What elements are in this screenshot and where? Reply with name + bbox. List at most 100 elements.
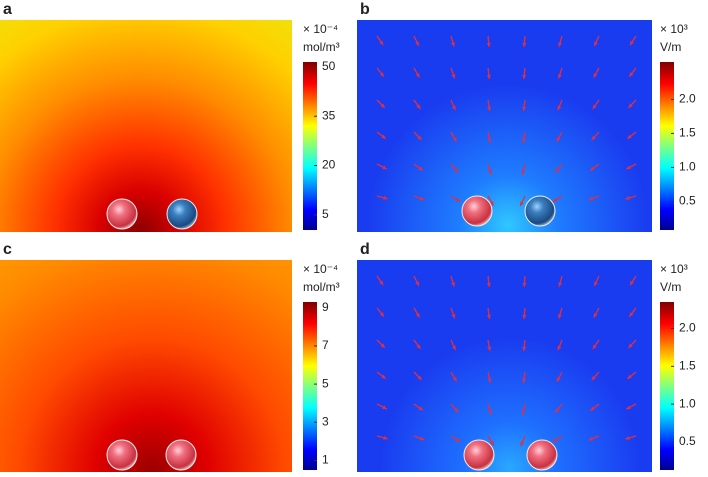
arrow-head — [521, 138, 526, 143]
arrow-head — [625, 436, 630, 440]
arrow-head — [452, 137, 457, 142]
arrow-head — [415, 73, 420, 78]
arrow-head — [522, 42, 527, 47]
arrow-head — [452, 377, 457, 382]
arrow-head — [629, 72, 634, 77]
arrow-head — [454, 407, 459, 413]
arrow-head — [520, 201, 524, 206]
arrow-head — [555, 408, 560, 413]
arrow-head — [591, 135, 596, 141]
arrow-head — [628, 103, 633, 108]
field-map — [357, 260, 652, 472]
colorbar-unit: V/m — [660, 40, 681, 54]
arrow-head — [522, 106, 527, 111]
colorbar-scale: × 10³ — [660, 262, 688, 276]
arrow-head — [415, 281, 419, 286]
particle — [461, 195, 493, 227]
colorbar-tick-label: 1.5 — [679, 126, 696, 140]
colorbar-scale: × 10³ — [660, 22, 688, 36]
arrow-head — [556, 377, 561, 382]
arrow-head — [628, 343, 633, 348]
arrow-head — [451, 282, 455, 287]
colorbar-tick-label: 1.0 — [679, 160, 696, 174]
colorbar — [303, 62, 317, 230]
arrow-head — [556, 137, 561, 142]
arrow-head — [419, 196, 425, 201]
arrow-head — [379, 72, 384, 77]
arrow-head — [521, 410, 526, 415]
panel-label: d — [360, 241, 370, 258]
particle — [106, 198, 138, 230]
arrow-head — [380, 343, 385, 348]
arrow-head — [453, 168, 459, 173]
arrow-head — [382, 405, 387, 410]
arrow-head — [594, 41, 598, 46]
colorbar — [660, 302, 674, 470]
arrow-head — [487, 346, 492, 351]
arrow-head — [625, 195, 630, 200]
colorbar-tick-label: 5 — [322, 376, 329, 390]
colorbar-tick-label: 1 — [322, 453, 329, 467]
arrow-head — [557, 345, 562, 351]
colorbar-tick-label: 0.5 — [679, 194, 696, 208]
arrow-head — [487, 106, 492, 111]
particle — [166, 198, 198, 230]
arrow-head — [418, 406, 423, 411]
arrow-head — [626, 405, 631, 410]
arrow-head — [558, 42, 563, 47]
arrow-head — [590, 166, 595, 171]
field-map — [0, 260, 292, 472]
arrow-head — [417, 375, 422, 380]
colorbar-tick-label: 1.5 — [679, 358, 696, 372]
arrow-head — [455, 437, 461, 442]
arrow-head — [455, 198, 461, 202]
colorbar-scale: × 10⁻⁴ — [303, 262, 338, 276]
colorbar-tick-label: 1.0 — [679, 396, 696, 410]
arrow-head — [380, 103, 385, 108]
colorbar-tick-label: 50 — [322, 59, 336, 73]
arrow-head — [451, 313, 456, 319]
panel-label: b — [360, 1, 370, 18]
arrow-head — [415, 41, 419, 46]
arrow-head — [588, 436, 594, 441]
colorbar-tick-label: 3 — [322, 414, 329, 428]
arrow-head — [379, 280, 384, 286]
arrow-head — [488, 170, 492, 175]
arrow-head — [488, 410, 493, 415]
arrow-head — [487, 138, 492, 143]
arrow-head — [521, 378, 526, 383]
arrow-head — [593, 313, 598, 318]
arrow-head — [557, 314, 562, 319]
arrow-head — [522, 346, 527, 351]
arrow-head — [520, 441, 525, 447]
arrow-head — [486, 314, 491, 319]
arrow-head — [555, 168, 560, 173]
colorbar-scale: × 10⁻⁴ — [303, 22, 338, 36]
particle — [106, 439, 138, 471]
colorbar-unit: V/m — [660, 280, 681, 294]
arrow-head — [592, 104, 597, 110]
colorbar-tick-label: 2.0 — [679, 92, 696, 106]
arrow-head — [591, 375, 596, 381]
field-map — [357, 20, 652, 232]
arrow-head — [383, 195, 388, 200]
colorbar-unit: mol/m³ — [303, 40, 340, 54]
particle — [526, 439, 558, 471]
arrow-head — [521, 170, 526, 175]
arrow-head — [552, 438, 558, 443]
arrow-head — [415, 313, 420, 318]
arrow-head — [558, 282, 563, 287]
arrow-head — [590, 406, 595, 411]
field-map — [0, 20, 292, 232]
arrow-head — [557, 105, 562, 111]
arrow-head — [588, 196, 594, 201]
colorbar-tick-label: 20 — [322, 158, 336, 172]
arrow-head — [382, 165, 387, 170]
arrow-head — [594, 281, 598, 287]
particle — [524, 195, 556, 227]
panel-label: a — [3, 1, 12, 18]
arrow-head — [418, 166, 423, 171]
colorbar — [303, 302, 317, 470]
arrow-head — [379, 312, 384, 317]
